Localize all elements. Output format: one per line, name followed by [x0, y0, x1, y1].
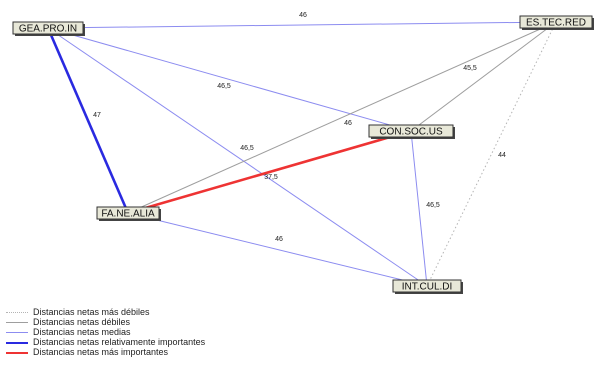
legend-label-medium: Distancias netas medias	[33, 327, 131, 337]
edge-label-fa-int: 46	[275, 236, 283, 243]
edge-gea-fa	[46, 27, 130, 214]
network-diagram: 46 47 46,5 46,5 46 45,5 44 37,5 46,5 46 GEA.PRO.I…	[12, 12, 594, 294]
legend-swatch-weak	[6, 322, 28, 323]
edge-label-es-fa: 46	[344, 120, 352, 127]
node-label-es: ES.TEC.RED	[526, 18, 586, 29]
legend-swatch-most-important	[6, 352, 28, 354]
legend-label-weakest: Distancias netas más débiles	[33, 307, 150, 317]
node-box	[96, 206, 160, 220]
edge-gea-es	[47, 21, 557, 29]
edge-label-gea-int: 46,5	[240, 145, 254, 152]
edge-label-con-fa: 37,5	[264, 174, 278, 181]
legend-label-most-important: Distancias netas más importantes	[33, 347, 169, 357]
edge-es-fa	[127, 21, 557, 214]
edge-es-con	[410, 21, 557, 132]
legend: Distancias netas más débiles Distancias …	[0, 307, 615, 369]
edge-es-int	[426, 21, 557, 287]
node-label-int: INT.CUL.DI	[402, 282, 453, 293]
node-con: CON.SOC.US	[368, 124, 455, 139]
legend-swatch-medium	[6, 332, 28, 333]
node-fa: FA.NE.ALIA	[96, 206, 161, 221]
edge-fa-int	[127, 212, 428, 287]
legend-label-weak: Distancias netas débiles	[33, 317, 131, 327]
legend-swatch-relatively-important	[6, 342, 28, 344]
nodes-layer: GEA.PRO.IN ES.TEC.RED CON.SOC.US FA.NE.ALIA…	[12, 15, 594, 294]
node-box	[12, 21, 84, 35]
node-label-gea: GEA.PRO.IN	[19, 24, 77, 35]
edge-gea-int	[47, 27, 428, 287]
edge-label-gea-es: 46	[299, 12, 307, 19]
legend-swatch-weakest	[6, 312, 28, 313]
edge-gea-con	[47, 27, 412, 132]
node-box	[392, 279, 462, 293]
edge-label-con-int: 46,5	[426, 202, 440, 209]
legend-label-relatively-important: Distancias netas relativamente important…	[33, 337, 206, 347]
node-int: INT.CUL.DI	[392, 279, 463, 294]
node-label-con: CON.SOC.US	[379, 127, 443, 138]
edge-labels-layer: 46 47 46,5 46,5 46 45,5 44 37,5 46,5 46	[93, 12, 506, 243]
edges-layer	[46, 21, 557, 287]
node-label-fa: FA.NE.ALIA	[101, 209, 155, 220]
edge-con-fa	[127, 129, 412, 215]
node-box	[519, 15, 593, 29]
edge-con-int	[410, 130, 428, 287]
edge-label-es-con: 45,5	[463, 65, 477, 72]
node-gea: GEA.PRO.IN	[12, 21, 85, 36]
edge-label-gea-fa: 47	[93, 112, 101, 119]
node-box	[368, 124, 454, 138]
node-es: ES.TEC.RED	[519, 15, 594, 30]
edge-label-gea-con: 46,5	[217, 83, 231, 90]
edge-label-es-int: 44	[498, 152, 506, 159]
